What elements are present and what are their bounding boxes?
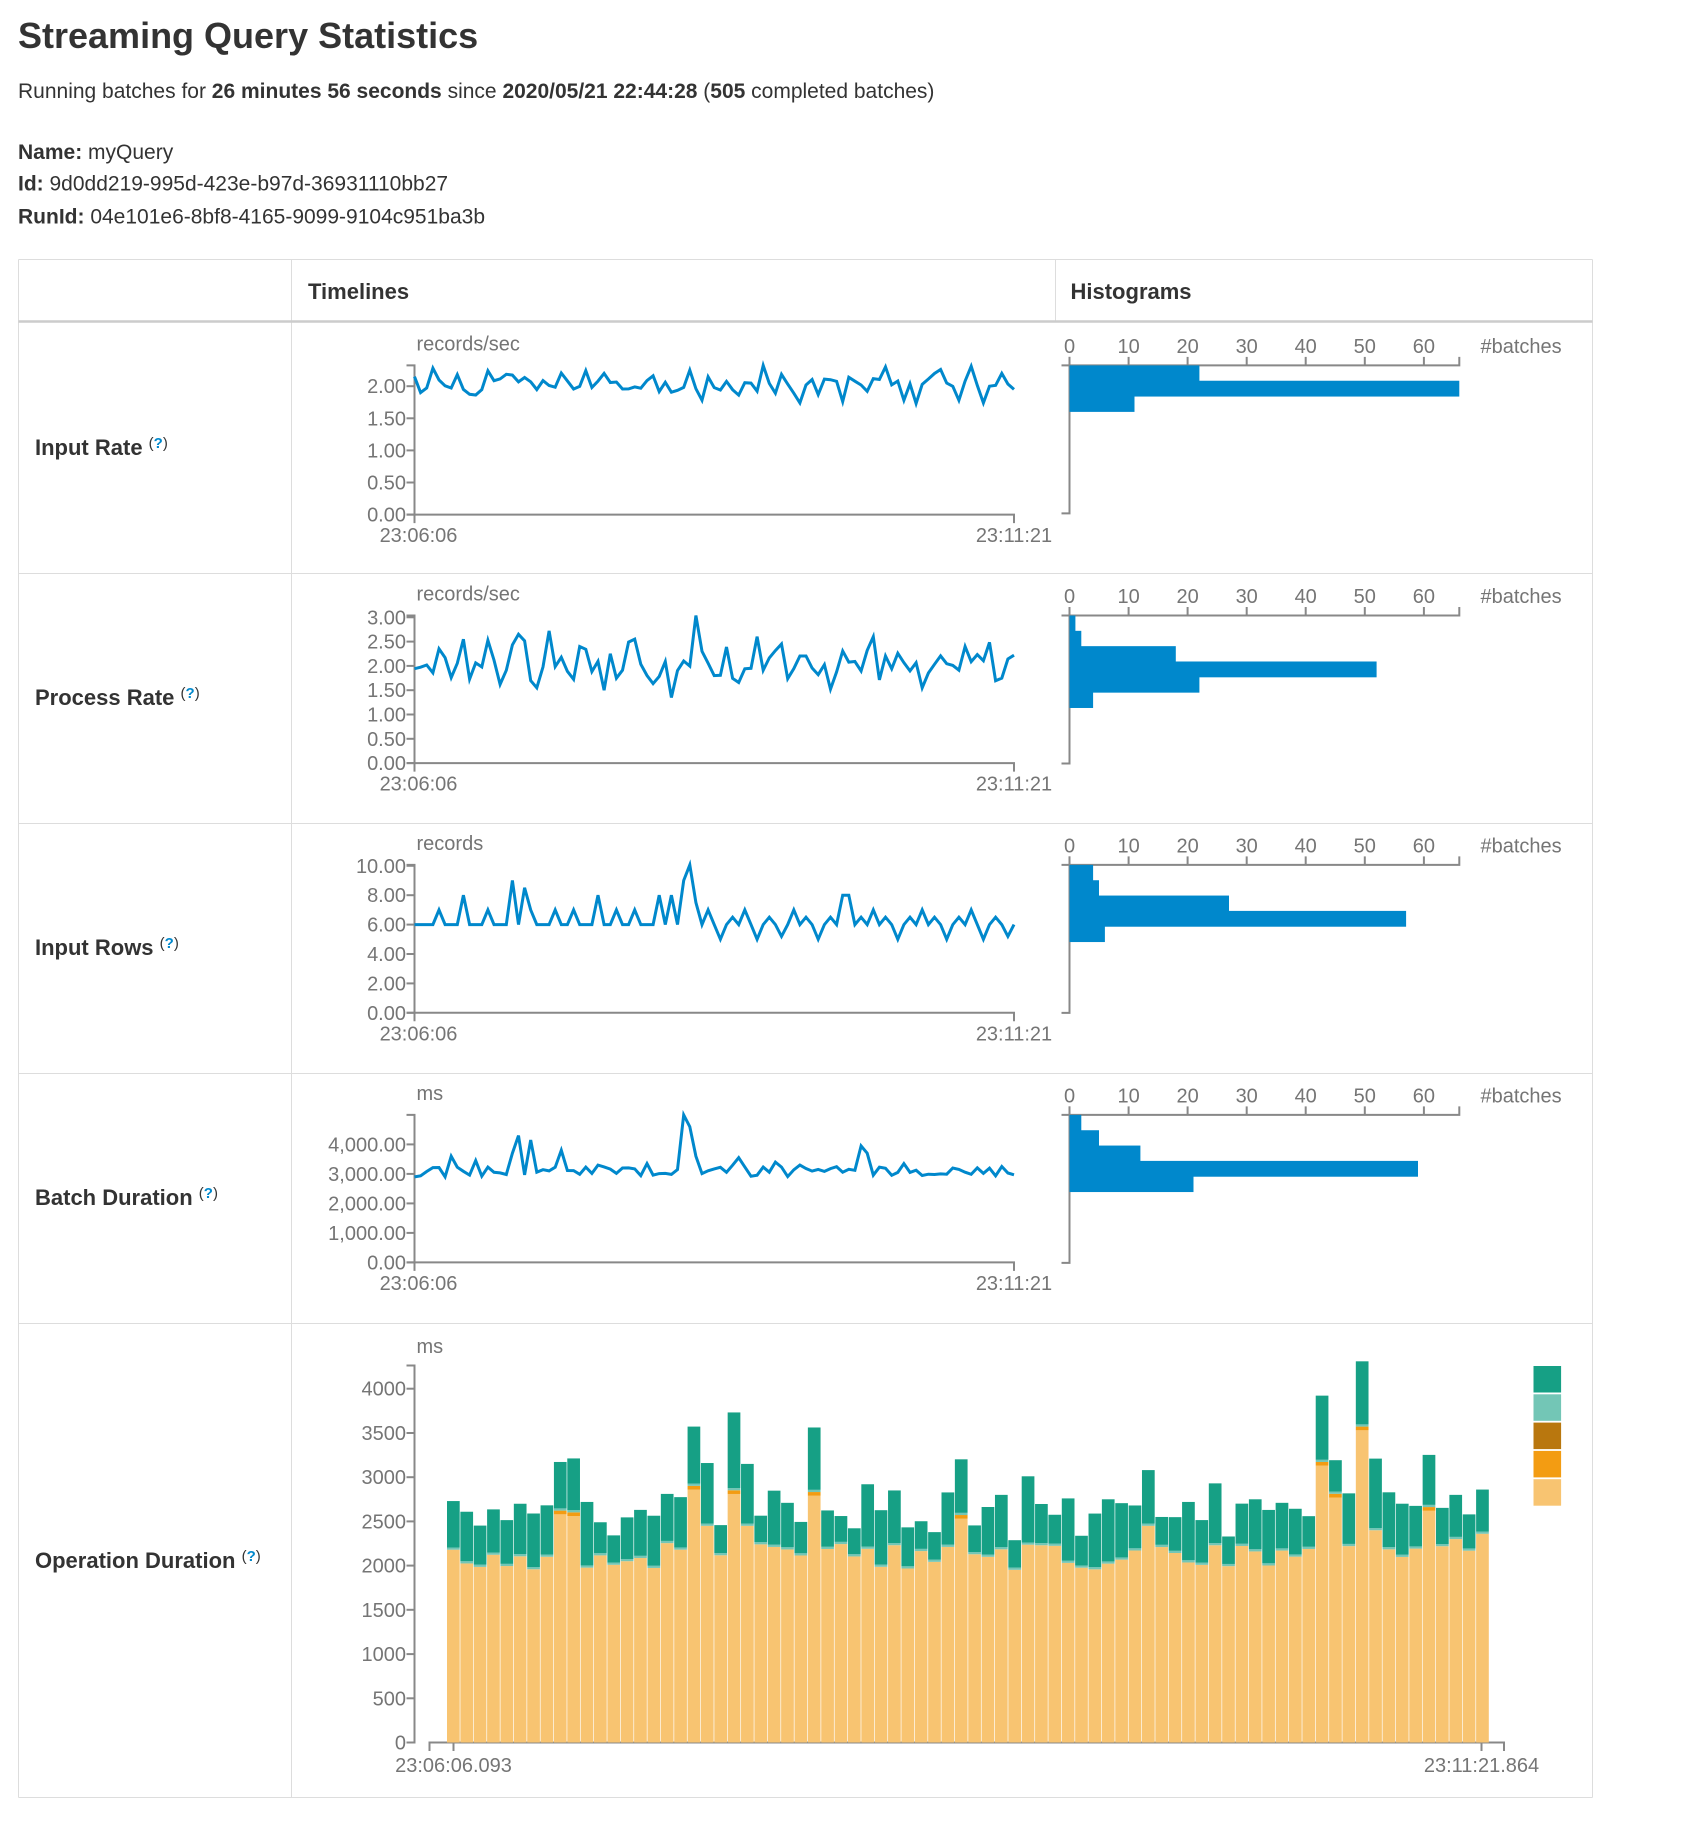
svg-text:4,000.00: 4,000.00	[328, 1134, 406, 1156]
svg-text:Batch Duration (?): Batch Duration (?)	[35, 1185, 218, 1210]
svg-text:2000: 2000	[362, 1556, 407, 1578]
svg-text:RunId: 04e101e6-8bf8-4165-9099: RunId: 04e101e6-8bf8-4165-9099-9104c951b…	[18, 206, 485, 229]
svg-text:23:11:21: 23:11:21	[976, 1023, 1052, 1045]
svg-text:10: 10	[1117, 835, 1139, 857]
svg-text:4000: 4000	[362, 1379, 407, 1401]
svg-text:0.50: 0.50	[367, 473, 406, 495]
svg-text:3,000.00: 3,000.00	[328, 1164, 406, 1186]
svg-text:2.50: 2.50	[367, 632, 406, 654]
svg-text:Histograms: Histograms	[1071, 279, 1192, 304]
svg-text:0: 0	[1064, 1085, 1075, 1107]
svg-text:23:11:21: 23:11:21	[976, 774, 1052, 796]
svg-text:Input Rows (?): Input Rows (?)	[35, 935, 179, 960]
svg-text:2.00: 2.00	[367, 973, 406, 995]
svg-text:0.00: 0.00	[367, 1003, 406, 1025]
svg-text:1.00: 1.00	[367, 705, 406, 727]
svg-text:10: 10	[1117, 1085, 1139, 1107]
svg-text:ms: ms	[417, 1083, 444, 1105]
svg-text:4.00: 4.00	[367, 944, 406, 966]
svg-text:#batches: #batches	[1481, 1085, 1562, 1107]
svg-text:20: 20	[1176, 1085, 1198, 1107]
svg-text:40: 40	[1295, 835, 1317, 857]
svg-text:8.00: 8.00	[367, 885, 406, 907]
svg-text:records/sec: records/sec	[417, 584, 520, 606]
svg-text:23:06:06.093: 23:06:06.093	[395, 1755, 512, 1777]
svg-text:3.00: 3.00	[367, 607, 406, 629]
svg-text:Name: myQuery: Name: myQuery	[18, 141, 174, 164]
svg-text:23:06:06: 23:06:06	[380, 1023, 458, 1045]
svg-text:20: 20	[1176, 835, 1198, 857]
svg-text:10: 10	[1117, 586, 1139, 608]
svg-text:30: 30	[1236, 336, 1258, 358]
svg-text:60: 60	[1413, 1085, 1435, 1107]
svg-text:#batches: #batches	[1481, 336, 1562, 358]
svg-text:50: 50	[1354, 835, 1376, 857]
svg-text:10: 10	[1117, 336, 1139, 358]
svg-text:2.00: 2.00	[367, 376, 406, 398]
svg-text:10.00: 10.00	[356, 856, 406, 878]
svg-text:0.00: 0.00	[367, 753, 406, 775]
svg-text:0: 0	[395, 1733, 406, 1755]
svg-text:Process Rate (?): Process Rate (?)	[35, 685, 200, 710]
svg-text:60: 60	[1413, 336, 1435, 358]
svg-text:1000: 1000	[362, 1644, 407, 1666]
svg-text:40: 40	[1295, 1085, 1317, 1107]
svg-text:23:06:06: 23:06:06	[380, 525, 458, 547]
svg-text:0: 0	[1064, 835, 1075, 857]
svg-text:23:06:06: 23:06:06	[380, 774, 458, 796]
svg-text:20: 20	[1176, 586, 1198, 608]
svg-text:30: 30	[1236, 586, 1258, 608]
svg-text:6.00: 6.00	[367, 915, 406, 937]
svg-text:1.00: 1.00	[367, 440, 406, 462]
svg-text:Streaming Query Statistics: Streaming Query Statistics	[18, 15, 478, 56]
svg-text:0.00: 0.00	[367, 505, 406, 527]
svg-text:23:11:21.864: 23:11:21.864	[1424, 1755, 1539, 1777]
svg-text:ms: ms	[417, 1336, 444, 1358]
svg-text:23:11:21: 23:11:21	[976, 525, 1052, 547]
svg-text:40: 40	[1295, 586, 1317, 608]
svg-text:Running batches for 26 minutes: Running batches for 26 minutes 56 second…	[18, 80, 934, 103]
svg-text:50: 50	[1354, 586, 1376, 608]
svg-text:1,000.00: 1,000.00	[328, 1223, 406, 1245]
svg-text:23:06:06: 23:06:06	[380, 1273, 458, 1295]
svg-text:60: 60	[1413, 835, 1435, 857]
svg-text:23:11:21: 23:11:21	[976, 1273, 1052, 1295]
svg-text:Operation Duration (?): Operation Duration (?)	[35, 1548, 261, 1573]
svg-text:0.50: 0.50	[367, 729, 406, 751]
svg-text:records/sec: records/sec	[417, 333, 520, 355]
svg-text:2,000.00: 2,000.00	[328, 1193, 406, 1215]
svg-text:20: 20	[1176, 336, 1198, 358]
svg-text:0.00: 0.00	[367, 1252, 406, 1274]
svg-text:2500: 2500	[362, 1511, 407, 1533]
svg-text:Input Rate (?): Input Rate (?)	[35, 435, 168, 460]
svg-text:Id: 9d0dd219-995d-423e-b97d-36: Id: 9d0dd219-995d-423e-b97d-36931110bb27	[18, 173, 448, 196]
svg-text:#batches: #batches	[1481, 835, 1562, 857]
svg-text:3500: 3500	[362, 1423, 407, 1445]
svg-text:1500: 1500	[362, 1600, 407, 1622]
svg-text:30: 30	[1236, 835, 1258, 857]
svg-text:2.00: 2.00	[367, 656, 406, 678]
svg-text:50: 50	[1354, 336, 1376, 358]
svg-text:3000: 3000	[362, 1467, 407, 1489]
svg-text:1.50: 1.50	[367, 408, 406, 430]
svg-text:60: 60	[1413, 586, 1435, 608]
svg-text:0: 0	[1064, 336, 1075, 358]
svg-text:50: 50	[1354, 1085, 1376, 1107]
svg-text:40: 40	[1295, 336, 1317, 358]
svg-text:500: 500	[373, 1688, 406, 1710]
svg-text:0: 0	[1064, 586, 1075, 608]
svg-text:Timelines: Timelines	[308, 279, 409, 304]
svg-text:records: records	[417, 833, 484, 855]
svg-text:1.50: 1.50	[367, 680, 406, 702]
svg-text:30: 30	[1236, 1085, 1258, 1107]
svg-text:#batches: #batches	[1481, 586, 1562, 608]
